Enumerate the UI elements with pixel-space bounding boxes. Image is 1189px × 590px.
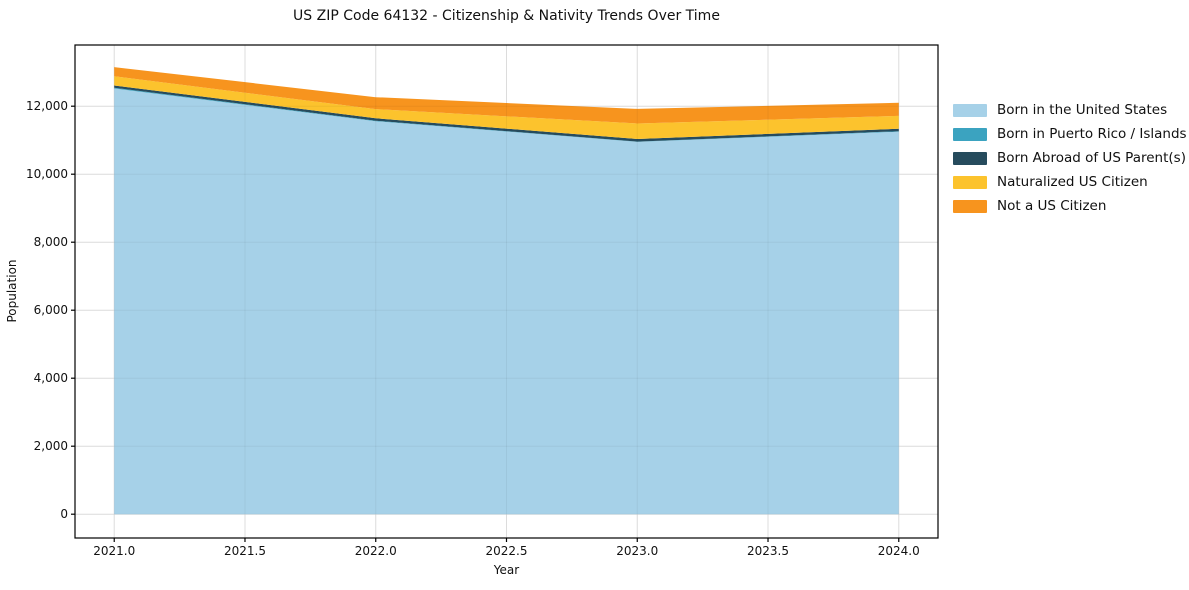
x-tick-label: 2022.0 [354,544,397,558]
legend-item: Born Abroad of US Parent(s) [953,146,1187,170]
x-tick-label: 2023.0 [616,544,659,558]
chart-title: US ZIP Code 64132 - Citizenship & Nativi… [293,8,720,24]
y-tick-label: 4,000 [33,371,68,386]
legend-label: Naturalized US Citizen [997,174,1148,190]
legend-item: Born in Puerto Rico / Islands [953,122,1187,146]
legend-swatch-born-us [953,103,987,117]
legend-swatch-born-pr-islands [953,127,987,141]
legend-label: Born Abroad of US Parent(s) [997,150,1186,166]
legend-swatch-not-citizen [953,199,987,213]
legend-swatch-naturalized [953,175,987,189]
area-naturalized-us-citizen [114,76,899,139]
legend: Born in the United States Born in Puerto… [953,98,1187,218]
y-axis-label: Population [5,259,19,323]
y-tick-label: 12,000 [26,99,68,114]
area-not-a-us-citizen [114,67,899,124]
legend-item: Not a US Citizen [953,194,1187,218]
legend-item: Naturalized US Citizen [953,170,1187,194]
x-tick-label: 2021.5 [223,544,266,558]
y-tick-label: 0 [60,507,68,522]
x-tick-label: 2023.5 [747,544,789,558]
x-tick-label: 2024.0 [877,544,920,558]
area-born-in-the-united-states [114,88,899,515]
legend-label: Born in Puerto Rico / Islands [997,126,1187,142]
y-tick-label: 6,000 [33,303,68,318]
legend-label: Born in the United States [997,102,1168,118]
x-axis-label: Year [493,563,520,577]
legend-label: Not a US Citizen [997,198,1107,214]
x-tick-label: 2022.5 [485,544,528,558]
plot-area [71,44,939,542]
legend-item: Born in the United States [953,98,1187,122]
y-tick-label: 8,000 [33,235,68,250]
area-born-abroad-of-us-parent-s [114,85,899,142]
legend-swatch-born-abroad [953,151,987,165]
y-tick-label: 2,000 [33,439,68,454]
x-tick-label: 2021.0 [93,544,136,558]
y-tick-label: 10,000 [26,167,68,182]
